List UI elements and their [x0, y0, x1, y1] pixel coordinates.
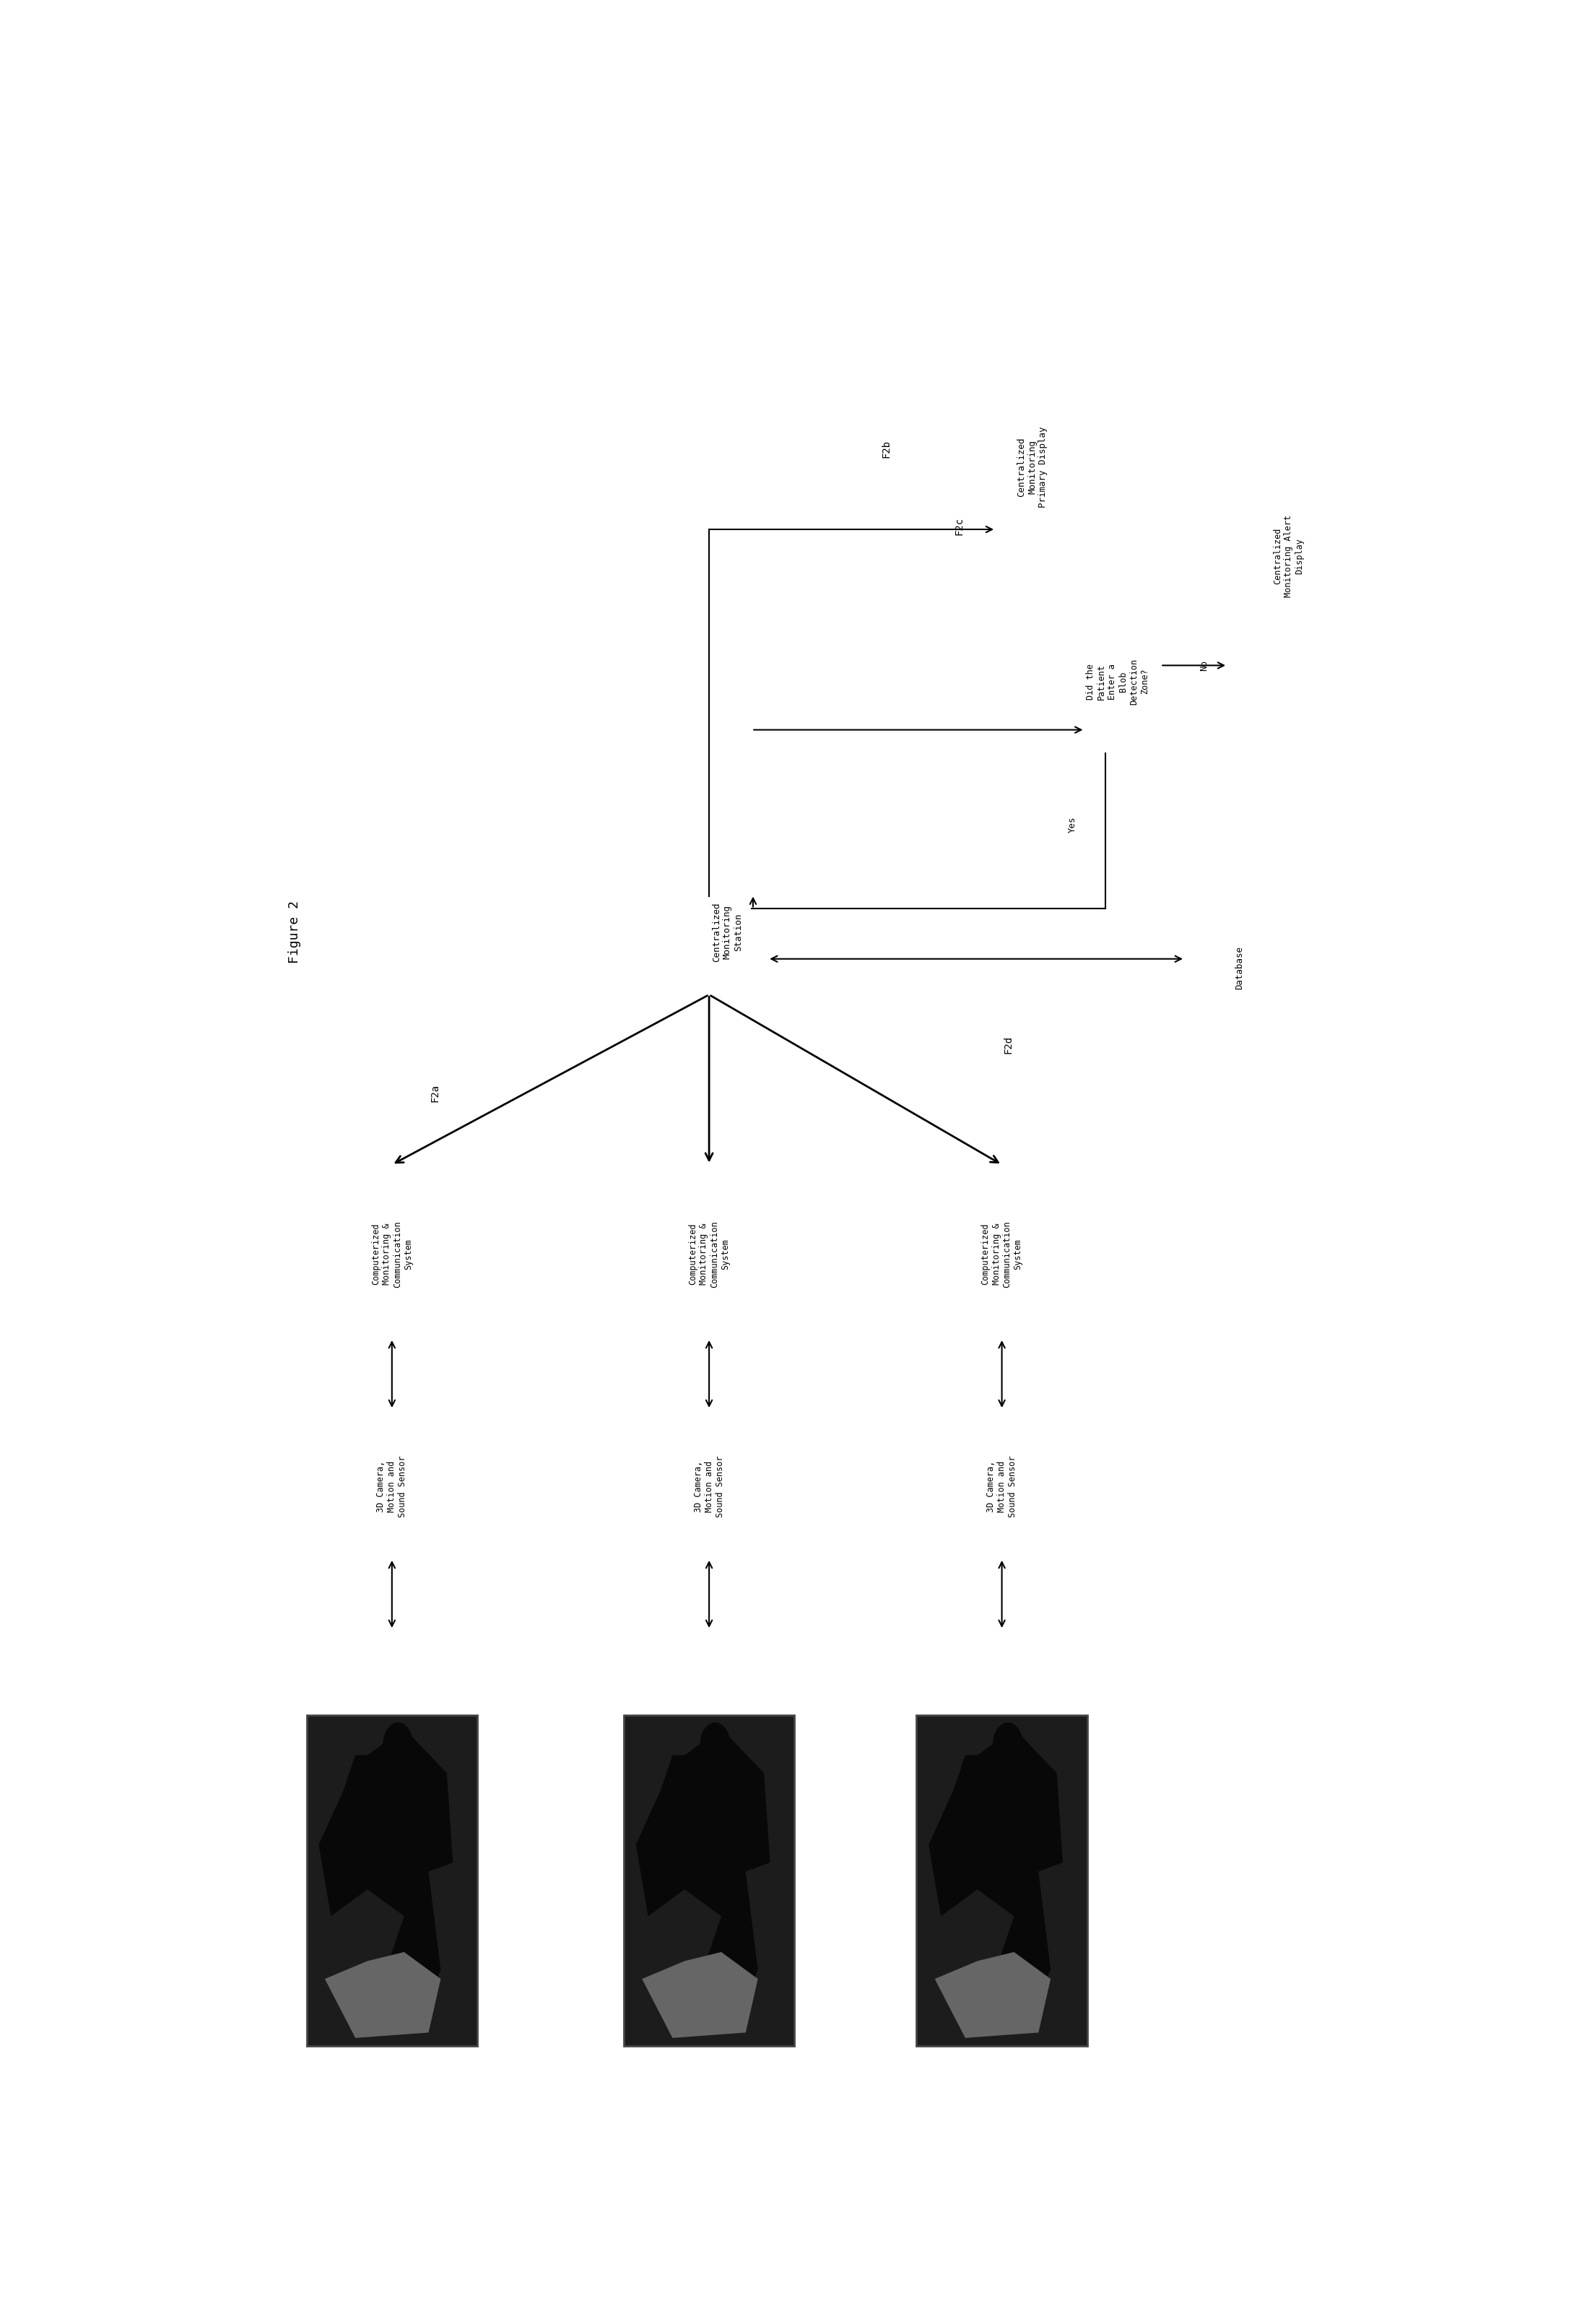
Polygon shape — [935, 1952, 1051, 2038]
Polygon shape — [324, 1952, 441, 2038]
Text: F2d: F2d — [1003, 1037, 1014, 1053]
Polygon shape — [320, 1729, 453, 2033]
Text: Computerized
Monitoring &
Communication
System: Computerized Monitoring & Communication … — [688, 1220, 730, 1287]
Text: Centralized
Monitoring Alert
Display: Centralized Monitoring Alert Display — [1273, 516, 1303, 597]
Text: Computerized
Monitoring &
Communication
System: Computerized Monitoring & Communication … — [981, 1220, 1023, 1287]
FancyBboxPatch shape — [623, 1715, 795, 2045]
Text: F2c: F2c — [954, 516, 965, 535]
Text: F2b: F2b — [881, 439, 891, 458]
Text: F2a: F2a — [430, 1083, 439, 1102]
Text: Database: Database — [1236, 946, 1245, 990]
Polygon shape — [642, 1952, 759, 2038]
Text: Did the
Patient
Enter a
Blob
Detection
Zone?: Did the Patient Enter a Blob Detection Z… — [1086, 658, 1149, 704]
Text: Computerized
Monitoring &
Communication
System: Computerized Monitoring & Communication … — [371, 1220, 412, 1287]
Text: 3D Camera,
Motion and
Sound Sensor: 3D Camera, Motion and Sound Sensor — [694, 1455, 724, 1518]
Circle shape — [993, 1722, 1023, 1766]
Text: Figure 2: Figure 2 — [288, 902, 301, 964]
FancyBboxPatch shape — [307, 1715, 477, 2045]
FancyBboxPatch shape — [916, 1715, 1088, 2045]
Polygon shape — [636, 1729, 770, 2033]
Text: Yes: Yes — [1067, 816, 1077, 832]
Text: No: No — [1199, 660, 1209, 672]
Text: Centralized
Monitoring
Station: Centralized Monitoring Station — [711, 902, 743, 962]
Text: Centralized
Monitoring
Primary Display: Centralized Monitoring Primary Display — [1017, 425, 1048, 507]
Text: 3D Camera,
Motion and
Sound Sensor: 3D Camera, Motion and Sound Sensor — [987, 1455, 1017, 1518]
Circle shape — [384, 1722, 412, 1766]
Circle shape — [700, 1722, 730, 1766]
Text: 3D Camera,
Motion and
Sound Sensor: 3D Camera, Motion and Sound Sensor — [376, 1455, 408, 1518]
Polygon shape — [929, 1729, 1062, 2033]
